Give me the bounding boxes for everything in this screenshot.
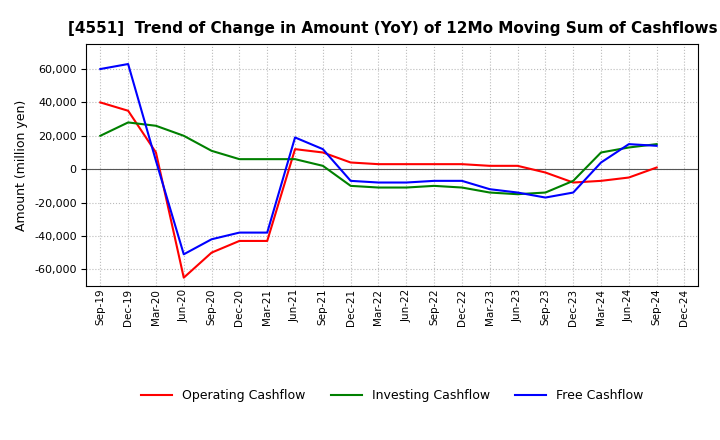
- Investing Cashflow: [235, 157, 243, 162]
- Free Cashflow: [263, 230, 271, 235]
- Free Cashflow: [458, 178, 467, 183]
- Investing Cashflow: [318, 163, 327, 169]
- Investing Cashflow: [458, 185, 467, 190]
- Operating Cashflow: [374, 161, 383, 167]
- Free Cashflow: [235, 230, 243, 235]
- Free Cashflow: [96, 66, 104, 72]
- Operating Cashflow: [152, 150, 161, 155]
- Investing Cashflow: [430, 183, 438, 188]
- Line: Operating Cashflow: Operating Cashflow: [100, 103, 657, 278]
- Free Cashflow: [152, 158, 161, 164]
- Free Cashflow: [513, 190, 522, 195]
- Investing Cashflow: [263, 157, 271, 162]
- Operating Cashflow: [263, 238, 271, 244]
- Line: Investing Cashflow: Investing Cashflow: [100, 122, 657, 194]
- Operating Cashflow: [402, 161, 410, 167]
- Operating Cashflow: [291, 147, 300, 152]
- Free Cashflow: [207, 237, 216, 242]
- Operating Cashflow: [513, 163, 522, 169]
- Operating Cashflow: [207, 250, 216, 255]
- Operating Cashflow: [597, 178, 606, 183]
- Free Cashflow: [374, 180, 383, 185]
- Title: [4551]  Trend of Change in Amount (YoY) of 12Mo Moving Sum of Cashflows: [4551] Trend of Change in Amount (YoY) o…: [68, 21, 717, 36]
- Free Cashflow: [124, 62, 132, 67]
- Investing Cashflow: [624, 145, 633, 150]
- Free Cashflow: [541, 195, 550, 200]
- Investing Cashflow: [652, 142, 661, 147]
- Operating Cashflow: [96, 100, 104, 105]
- Operating Cashflow: [485, 163, 494, 169]
- Investing Cashflow: [346, 183, 355, 188]
- Operating Cashflow: [541, 170, 550, 175]
- Operating Cashflow: [318, 150, 327, 155]
- Investing Cashflow: [513, 191, 522, 197]
- Operating Cashflow: [624, 175, 633, 180]
- Operating Cashflow: [346, 160, 355, 165]
- Investing Cashflow: [96, 133, 104, 139]
- Investing Cashflow: [291, 157, 300, 162]
- Investing Cashflow: [179, 133, 188, 139]
- Free Cashflow: [318, 147, 327, 152]
- Operating Cashflow: [569, 180, 577, 185]
- Operating Cashflow: [458, 161, 467, 167]
- Operating Cashflow: [430, 161, 438, 167]
- Line: Free Cashflow: Free Cashflow: [100, 64, 657, 254]
- Investing Cashflow: [152, 123, 161, 128]
- Free Cashflow: [624, 142, 633, 147]
- Investing Cashflow: [597, 150, 606, 155]
- Investing Cashflow: [124, 120, 132, 125]
- Free Cashflow: [569, 190, 577, 195]
- Free Cashflow: [346, 178, 355, 183]
- Investing Cashflow: [541, 190, 550, 195]
- Y-axis label: Amount (million yen): Amount (million yen): [16, 99, 29, 231]
- Free Cashflow: [485, 187, 494, 192]
- Free Cashflow: [291, 135, 300, 140]
- Legend: Operating Cashflow, Investing Cashflow, Free Cashflow: Operating Cashflow, Investing Cashflow, …: [136, 384, 649, 407]
- Free Cashflow: [652, 143, 661, 148]
- Free Cashflow: [430, 178, 438, 183]
- Investing Cashflow: [569, 178, 577, 183]
- Investing Cashflow: [207, 148, 216, 154]
- Investing Cashflow: [485, 190, 494, 195]
- Operating Cashflow: [235, 238, 243, 244]
- Operating Cashflow: [652, 165, 661, 170]
- Free Cashflow: [402, 180, 410, 185]
- Free Cashflow: [597, 160, 606, 165]
- Free Cashflow: [179, 252, 188, 257]
- Investing Cashflow: [402, 185, 410, 190]
- Investing Cashflow: [374, 185, 383, 190]
- Operating Cashflow: [179, 275, 188, 280]
- Operating Cashflow: [124, 108, 132, 114]
